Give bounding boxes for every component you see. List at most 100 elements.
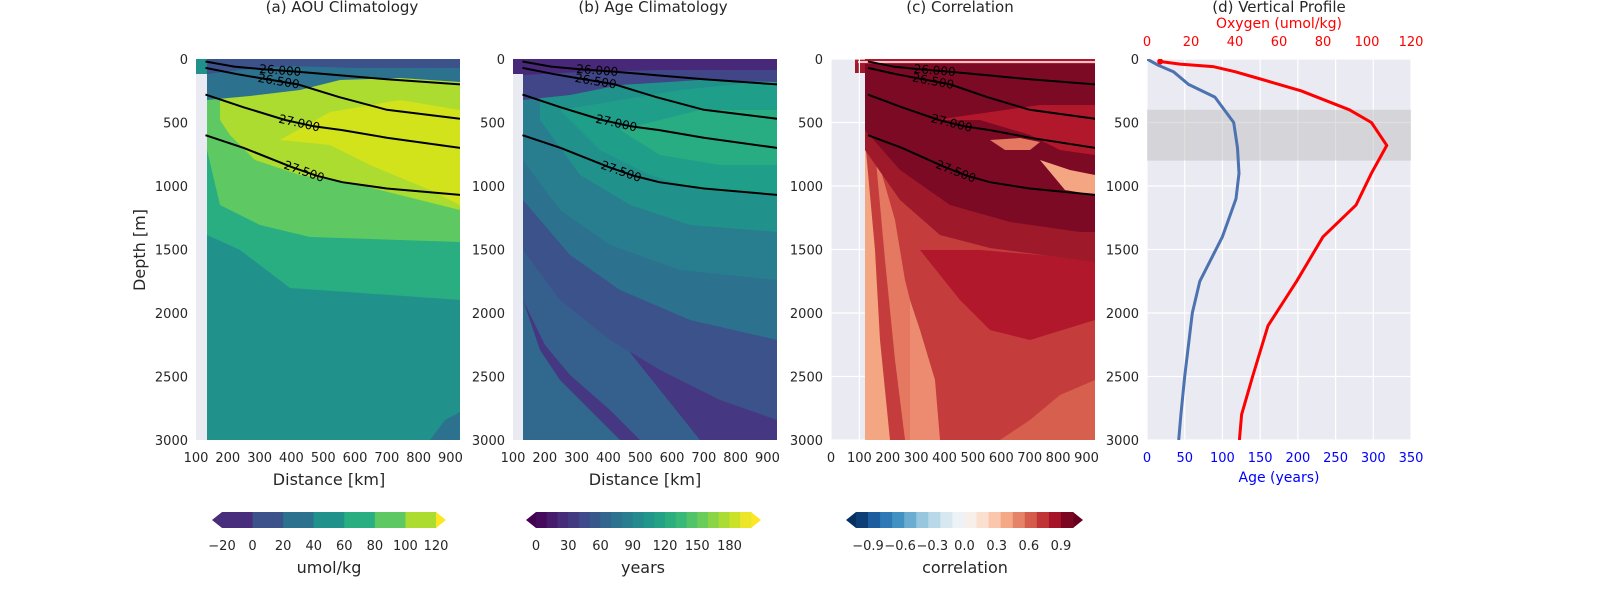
age-fill-level <box>523 59 777 75</box>
x-tick-label: 300 <box>247 451 272 466</box>
colorbar-tick-label: 180 <box>717 539 742 554</box>
colorbar-swatch <box>405 512 437 528</box>
y-tick-label: 0 <box>1131 53 1139 68</box>
colorbar-swatch <box>536 512 548 528</box>
colorbar-swatch <box>222 512 254 528</box>
x-tick-label: 100 <box>501 451 526 466</box>
x-tick-label: 600 <box>989 451 1014 466</box>
colorbar-swatch <box>952 512 965 528</box>
panel-vertical-profile: (d) Vertical Profile 0 50 100 150 200 250 300 3… <box>1106 0 1424 486</box>
colorbar-swatch <box>686 512 698 528</box>
colorbar-extend-min <box>846 512 856 528</box>
aou-fill-level <box>430 412 460 440</box>
colorbar-swatch <box>568 512 580 528</box>
corr-fill-level <box>855 64 865 73</box>
age-tick-label: 300 <box>1361 451 1386 466</box>
colorbar-tick-label: 100 <box>393 539 418 554</box>
y-tick-label: 1000 <box>155 180 188 195</box>
x-tick-label: 500 <box>311 451 336 466</box>
age-tick-label: 250 <box>1323 451 1348 466</box>
age-fill-level <box>523 60 620 440</box>
corr-colorbar: correlation −0.9 −0.6 −0.3 0.0 0.3 0.6 0.9 <box>846 512 1083 577</box>
x-tick-label: 600 <box>343 451 368 466</box>
age-tick-label: 100 <box>1210 451 1235 466</box>
x-tick-label: 800 <box>723 451 748 466</box>
colorbar-tick-label: 80 <box>367 539 384 554</box>
corr-fill-level <box>990 138 1040 150</box>
colorbar-tick-label: 90 <box>624 539 641 554</box>
colorbar-tick-label: −20 <box>208 539 235 554</box>
y-tick-label: 2000 <box>790 307 823 322</box>
colorbar-swatch <box>1060 512 1074 528</box>
colorbar-swatch <box>892 512 905 528</box>
aou-colorbar: umol/kg −20 0 20 40 60 80 100 120 <box>208 512 448 577</box>
colorbar-swatch <box>589 512 601 528</box>
age-colorbar: years 0 30 60 90 120 150 180 <box>526 512 761 577</box>
colorbar-tick-label: 0.9 <box>1051 539 1072 554</box>
aou-fill-level <box>196 59 207 74</box>
y-tick-label: 2000 <box>472 307 505 322</box>
colorbar-swatch <box>928 512 941 528</box>
y-tick-label: 1500 <box>790 244 823 259</box>
corr-fill-level <box>920 250 1095 340</box>
y-tick-label: 2500 <box>1106 371 1139 386</box>
x-tick-label: 500 <box>628 451 653 466</box>
colorbar-swatch <box>643 512 655 528</box>
colorbar-tick-label: −0.6 <box>884 539 916 554</box>
y-tick-label: 3000 <box>790 434 823 449</box>
y-tick-label: 500 <box>1114 117 1139 132</box>
age-tick-label: 50 <box>1176 451 1193 466</box>
x-tick-label: 700 <box>691 451 716 466</box>
colorbar-swatch <box>988 512 1002 528</box>
panel-aou: (a) AOU Climatology 26.00026.50027.00027… <box>130 0 463 577</box>
panel-d-lines <box>1147 59 1389 440</box>
panel-a-xlabel: Distance [km] <box>273 470 385 489</box>
colorbar-swatch <box>964 512 978 528</box>
panel-b-xlabel: Distance [km] <box>589 470 701 489</box>
x-tick-label: 800 <box>1046 451 1071 466</box>
colorbar-swatch <box>976 512 990 528</box>
x-tick-label: 200 <box>875 451 900 466</box>
colorbar-swatch <box>313 512 345 528</box>
oxygen-profile-point <box>1157 59 1164 65</box>
colorbar-swatch <box>600 512 612 528</box>
colorbar-tick-label: 20 <box>275 539 292 554</box>
shaded-depth-band <box>1147 109 1411 161</box>
panel-age: (b) Age Climatology 26.00026.50027.00027… <box>472 0 780 577</box>
y-tick-label: 500 <box>798 117 823 132</box>
colorbar-swatch <box>697 512 709 528</box>
colorbar-extend-min <box>212 512 222 528</box>
contour-label: 26.500 <box>574 71 618 92</box>
colorbar-tick-label: 0 <box>532 539 540 554</box>
density-contour <box>522 60 777 86</box>
y-tick-label: 1500 <box>472 244 505 259</box>
y-tick-label: 2500 <box>472 371 505 386</box>
oxygen-tick-label: 20 <box>1183 35 1200 50</box>
colorbar-swatch <box>622 512 634 528</box>
panel-b-title: (b) Age Climatology <box>578 0 727 16</box>
age-colorbar-label: years <box>621 558 665 577</box>
colorbar-swatch <box>665 512 677 528</box>
colorbar-swatch <box>632 512 644 528</box>
colorbar-swatch <box>916 512 929 528</box>
colorbar-swatch <box>740 512 752 528</box>
colorbar-swatch <box>729 512 741 528</box>
y-tick-label: 3000 <box>1106 434 1139 449</box>
panel-correlation: (c) Correlation 26.00026.50027.00027.500… <box>790 0 1099 577</box>
aou-fill-level <box>280 100 460 205</box>
panel-a-axes: 0 500 1000 1500 2000 2500 3000 100 200 300 400 500 6… <box>155 53 463 466</box>
density-contour <box>522 134 777 196</box>
age-tick-label: 350 <box>1399 451 1424 466</box>
colorbar-extend-max <box>436 512 446 528</box>
x-tick-label: 700 <box>1017 451 1042 466</box>
y-tick-label: 1000 <box>1106 180 1139 195</box>
oxygen-profile-line <box>1160 60 1389 440</box>
colorbar-tick-label: 120 <box>424 539 449 554</box>
colorbar-tick-label: 150 <box>685 539 710 554</box>
aou-fill-level <box>207 59 460 74</box>
colorbar-swatch <box>252 512 284 528</box>
panel-d-axes: 0 50 100 150 200 250 300 3500500100015002000250… <box>1106 35 1424 466</box>
y-tick-label: 3000 <box>472 434 505 449</box>
colorbar-swatch <box>718 512 730 528</box>
colorbar-tick-label: −0.3 <box>917 539 949 554</box>
